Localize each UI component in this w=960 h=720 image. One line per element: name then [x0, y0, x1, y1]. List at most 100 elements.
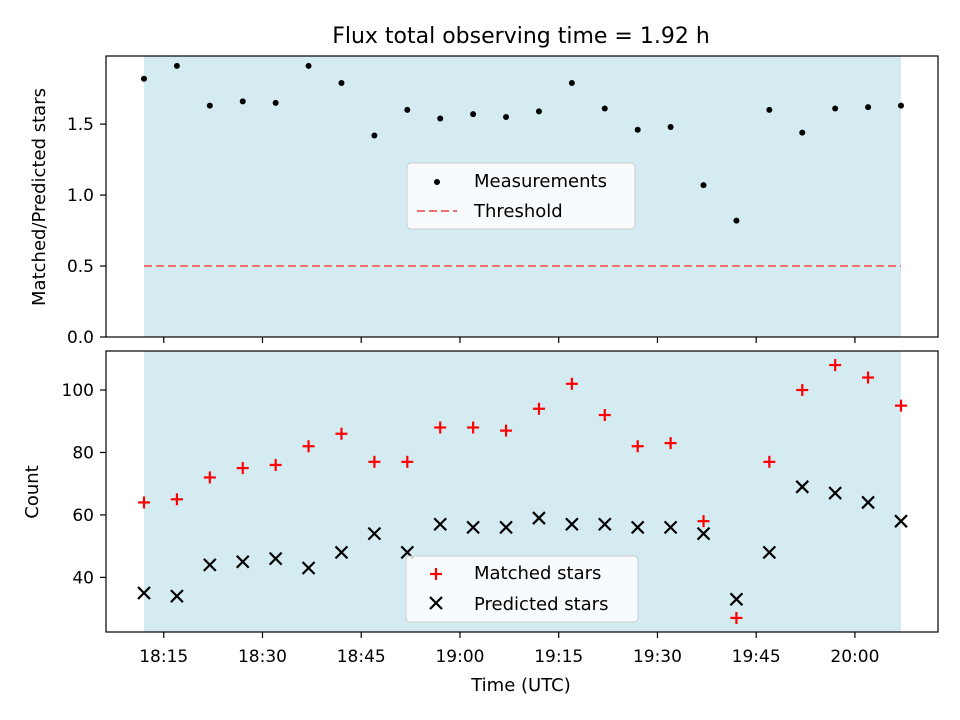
predicted-stars-point [334, 545, 349, 560]
top-y-tick-label: 0.5 [67, 257, 94, 277]
bottom-y-tick-label: 80 [72, 443, 94, 463]
measurement-point [206, 102, 213, 109]
predicted-stars-point [565, 517, 579, 532]
measurement-point [404, 106, 411, 113]
measurement-point [141, 75, 147, 82]
matched-stars-point [895, 399, 907, 412]
measurement-point [898, 102, 904, 109]
predicted-stars-point [598, 517, 612, 532]
measurement-point [832, 105, 839, 112]
bottom-x-tick-label: 19:30 [633, 647, 682, 667]
measurement-point [865, 104, 872, 111]
predicted-stars-point [861, 495, 875, 510]
measurement-point [601, 105, 608, 112]
measurement-point [535, 108, 542, 115]
predicted-stars-point [795, 480, 810, 494]
measurement-point [799, 129, 806, 136]
top-plot-frame [105, 55, 939, 338]
legend-measurements-label: Measurements [474, 171, 607, 192]
top-y-tick-label: 1.0 [67, 186, 94, 206]
predicted-stars-point [203, 558, 217, 572]
matched-stars-point [631, 440, 644, 453]
measurement-point [239, 98, 246, 105]
matched-stars-point [170, 493, 183, 506]
predicted-stars-point [828, 486, 842, 500]
predicted-stars-point [532, 511, 546, 525]
matched-stars-point [796, 384, 809, 397]
predicted-stars-point [235, 554, 250, 569]
predicted-stars-point [433, 517, 447, 532]
predicted-stars-point [499, 520, 513, 535]
measurement-point [700, 182, 707, 189]
measurement-point [437, 115, 444, 122]
predicted-stars-point [630, 520, 645, 535]
predicted-stars-point [696, 526, 711, 541]
matched-stars-point [467, 421, 480, 434]
legend-predicted-label: Predicted stars [474, 594, 608, 615]
measurement-point [667, 123, 674, 130]
bottom-y-axis-label: Count [22, 465, 43, 518]
bottom-x-tick-label: 18:45 [337, 647, 386, 667]
matched-stars-point [203, 471, 216, 484]
matched-stars-point [368, 455, 381, 468]
matched-stars-point [302, 440, 315, 453]
matched-stars-point [138, 496, 150, 509]
x-axis-label: Time (UTC) [470, 675, 571, 696]
matched-stars-point [598, 409, 611, 422]
bottom-y-tick-label: 100 [62, 381, 94, 401]
bottom-legend: Matched stars Predicted stars [405, 555, 639, 623]
predicted-stars-point [301, 561, 316, 575]
measurement-point [634, 126, 641, 133]
bottom-x-tick-label: 18:15 [139, 647, 188, 667]
matched-stars-point [862, 371, 875, 384]
matched-stars-point [664, 437, 677, 450]
top-legend-box [406, 162, 636, 230]
measurement-point [503, 114, 510, 121]
predicted-stars-point [367, 526, 382, 541]
bottom-y-axis-ticks: 40 60 80 100 [62, 381, 106, 588]
matched-stars-point [532, 402, 545, 415]
top-y-axis-label: Matched/Predicted stars [29, 88, 50, 306]
bottom-y-tick-label: 40 [72, 568, 94, 588]
bottom-x-tick-label: 19:00 [435, 647, 484, 667]
measurement-point [173, 62, 180, 69]
predicted-stars-point [466, 520, 480, 535]
top-y-tick-label: 1.5 [67, 115, 94, 135]
chart-title: Flux total observing time = 1.92 h [332, 24, 710, 49]
matched-stars-point [565, 377, 578, 390]
top-y-axis-ticks: 0.0 0.5 1.0 1.5 [67, 115, 106, 348]
predicted-stars-point [137, 586, 151, 600]
matched-stars-point [269, 458, 282, 471]
legend-matched-marker [430, 568, 442, 580]
bottom-plot-frame [105, 350, 939, 633]
measurement-point [272, 99, 279, 106]
matched-stars-points [138, 359, 907, 624]
predicted-stars-point [268, 551, 283, 566]
bottom-x-tick-label: 19:15 [534, 647, 583, 667]
top-y-tick-label: 0.0 [67, 328, 94, 348]
predicted-stars-points [137, 480, 908, 606]
matched-stars-point [335, 427, 348, 440]
legend-matched-label: Matched stars [474, 563, 601, 584]
predicted-stars-point [762, 545, 777, 560]
bottom-panel: 40 60 80 100 18:15 18:30 18:45 19:00 19:15 19:30… [22, 350, 939, 696]
bottom-x-axis-ticks: 18:15 18:30 18:45 19:00 19:15 19:30 19:45 20:00 [139, 632, 879, 667]
matched-stars-point [500, 424, 513, 437]
bottom-x-tick-label: 19:45 [732, 647, 781, 667]
top-legend: Measurements Threshold [406, 162, 636, 230]
predicted-stars-point [170, 589, 184, 603]
predicted-stars-point [663, 520, 678, 535]
legend-predicted-marker [429, 596, 443, 610]
measurement-point [470, 111, 477, 118]
predicted-stars-point [729, 592, 744, 606]
bottom-x-tick-label: 18:30 [238, 647, 287, 667]
top-x-axis-ticks [163, 337, 856, 343]
matched-stars-point [730, 611, 743, 624]
bottom-y-tick-label: 60 [72, 506, 94, 526]
bottom-legend-box [405, 555, 639, 623]
measurement-points [141, 62, 904, 224]
measurement-point [568, 79, 575, 86]
matched-stars-point [697, 515, 710, 528]
matched-stars-point [434, 421, 447, 434]
